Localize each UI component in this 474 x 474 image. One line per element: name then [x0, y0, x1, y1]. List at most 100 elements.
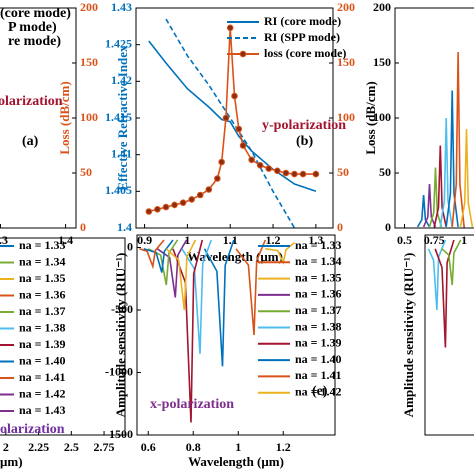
data-point — [222, 114, 230, 122]
series-line — [459, 128, 474, 228]
x-tick-label: 1.2 — [266, 233, 281, 247]
annotation: (a) — [22, 134, 39, 149]
y-tick-label: 1.43 — [111, 0, 132, 14]
x-tick-label: 2.75 — [94, 440, 115, 454]
data-point — [239, 142, 247, 149]
annotation: (b) — [296, 134, 313, 149]
data-point — [291, 170, 298, 178]
annotation: y-polarization — [262, 118, 346, 133]
x-tick-label: 2 — [3, 440, 9, 454]
series-line — [427, 239, 447, 311]
y2-tick-label: 0 — [80, 220, 86, 234]
x-tick-label: 2.5 — [64, 440, 79, 454]
legend-label: loss (core mode) — [264, 46, 346, 60]
x-tick-label: 1.4 — [58, 233, 73, 247]
legend-label: na = 1.35 — [295, 270, 342, 284]
y-tick-label: 200 — [373, 0, 391, 14]
y-tick-label: 1.425 — [105, 36, 132, 50]
annotation: re mode) — [8, 34, 61, 49]
legend-label: na = 1.41 — [19, 370, 66, 384]
data-point — [171, 201, 178, 209]
x-tick-label: 0.6 — [141, 440, 156, 454]
y-tick-label: 1.405 — [105, 183, 132, 197]
x-tick-label: 1 — [235, 440, 241, 454]
series-line — [433, 145, 447, 228]
data-point — [256, 162, 264, 169]
data-point — [312, 170, 320, 178]
plot-area — [416, 51, 474, 228]
x-tick-label: 1.1 — [223, 233, 238, 247]
x-axis-label: Wavelength (μm) — [188, 454, 284, 469]
y2-tick-label: 100 — [80, 110, 98, 124]
y-tick-label: -1500 — [105, 427, 133, 441]
data-point — [154, 206, 161, 213]
series-line — [441, 239, 462, 286]
legend-label: na = 1.37 — [295, 303, 342, 317]
y2-tick-label: 100 — [337, 110, 355, 124]
y2-tick-label: 200 — [80, 0, 98, 14]
x-tick-label: 1.3 — [308, 233, 323, 247]
y-axis-label: Amplitude sensitivity (RIU⁻¹) — [401, 253, 416, 418]
legend-label: na = 1.36 — [295, 287, 342, 301]
legend-label: RI (core mode) — [264, 14, 341, 28]
legend-label: na = 1.35 — [19, 271, 66, 285]
y-axis-label: Effective Refractive Index — [115, 45, 130, 191]
annotation: olarization — [0, 94, 63, 109]
data-point — [226, 24, 234, 32]
annotation: olarization — [0, 422, 65, 437]
series-line — [139, 239, 165, 270]
x-tick-label: 0.9 — [137, 233, 152, 247]
data-point — [214, 175, 221, 182]
series-line — [451, 51, 465, 227]
annotation: (core mode) — [0, 6, 71, 21]
y-tick-label: 50 — [379, 165, 391, 179]
y-tick-label: 1.415 — [105, 110, 132, 124]
x-tick-label: 0.75 — [424, 233, 445, 247]
data-point — [162, 203, 170, 211]
y-tick-label: 1.4 — [117, 220, 132, 234]
y-tick-label: 1.41 — [111, 146, 132, 160]
x-tick-label: 1.3 — [0, 233, 8, 247]
legend-label: na = 1.34 — [19, 254, 66, 268]
data-point — [235, 125, 243, 133]
data-point — [196, 191, 204, 199]
x-tick-label: 0.5 — [397, 233, 412, 247]
series-line — [422, 183, 437, 228]
data-point — [218, 158, 225, 166]
x-tick-label: 2.25 — [28, 440, 49, 454]
y2-tick-label: 50 — [80, 165, 92, 179]
data-point — [299, 170, 307, 178]
x-tick-label: 1 — [461, 233, 467, 247]
annotation: x-polarization — [150, 397, 234, 412]
y-tick-label: 150 — [373, 55, 391, 69]
legend-label: na = 1.36 — [19, 287, 66, 301]
y-tick-label: 1.42 — [111, 73, 132, 87]
legend-label: na = 1.42 — [19, 386, 66, 400]
data-point — [248, 156, 255, 164]
series-line — [428, 167, 443, 228]
plot-area — [427, 239, 462, 348]
plot-area — [145, 18, 320, 228]
y2-tick-label: 150 — [80, 55, 98, 69]
y-tick-label: 100 — [373, 110, 391, 124]
plot-area — [139, 239, 296, 423]
axes-frame — [136, 234, 336, 436]
data-point — [179, 199, 187, 206]
legend-label: na = 1.33 — [19, 238, 66, 252]
x-axis-label: μm) — [0, 454, 23, 469]
series-line — [156, 239, 188, 298]
series-line — [148, 40, 317, 193]
series-line — [416, 194, 431, 228]
data-point — [145, 208, 153, 215]
y-tick-label: -1000 — [105, 364, 133, 378]
legend-label: na = 1.40 — [19, 353, 66, 367]
series-line — [143, 239, 174, 273]
data-point — [188, 196, 195, 203]
y2-tick-label: 150 — [337, 55, 355, 69]
data-point — [282, 169, 290, 177]
legend-label: na = 1.41 — [295, 368, 342, 382]
y-tick-label: 0 — [127, 239, 133, 253]
series-line — [165, 239, 197, 311]
